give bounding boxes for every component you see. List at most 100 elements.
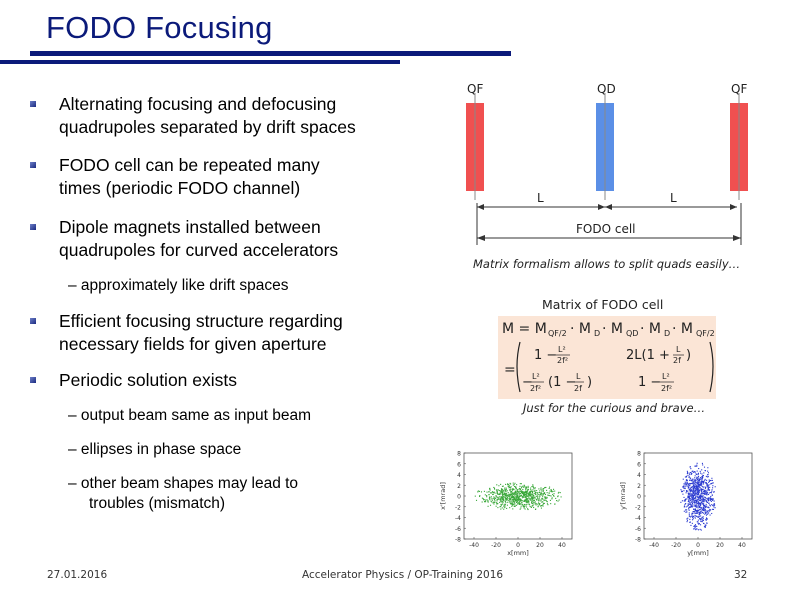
beam-particle — [534, 492, 536, 494]
beam-particle — [704, 493, 706, 496]
beam-particle — [701, 476, 704, 478]
beam-particle — [695, 480, 697, 482]
beam-particle — [505, 488, 508, 490]
beam-particle — [522, 504, 524, 506]
beam-particle — [696, 521, 698, 523]
x-tick-label: 40 — [738, 542, 746, 549]
beam-particle — [542, 498, 544, 500]
beam-particle — [693, 490, 695, 492]
beam-particle — [508, 489, 511, 491]
beam-particle — [508, 496, 510, 498]
beam-particle — [698, 505, 700, 507]
beam-particle — [686, 509, 688, 511]
beam-particle — [525, 504, 527, 506]
beam-particle — [512, 493, 514, 496]
bullet-text: Dipole magnets installed between quadrupo… — [59, 217, 339, 260]
beam-particle — [693, 497, 696, 499]
x-axis-label: x[mm] — [507, 549, 529, 557]
beam-particle — [509, 494, 511, 496]
beam-particle — [700, 490, 702, 492]
beam-particle — [514, 490, 516, 492]
beam-particle — [532, 494, 534, 496]
beam-particle — [533, 499, 535, 502]
beam-particle — [492, 501, 494, 503]
beam-particle — [690, 503, 692, 505]
beam-particle — [514, 491, 516, 493]
beam-particle — [539, 492, 541, 494]
beam-particle — [530, 490, 532, 492]
beam-particle — [711, 504, 713, 506]
beam-particle — [707, 476, 709, 478]
beam-particle — [698, 513, 700, 515]
beam-particle — [492, 497, 494, 499]
beam-particle — [502, 494, 504, 496]
beam-particle — [499, 501, 501, 503]
beam-particle — [701, 489, 703, 491]
beam-particle — [558, 491, 560, 493]
beam-particle — [539, 503, 541, 505]
beam-particle — [512, 495, 514, 497]
beam-particle — [709, 505, 712, 507]
beam-particle — [512, 503, 514, 505]
beam-particle — [552, 493, 554, 496]
sub-bullet-text: – output beam same as input beam — [68, 407, 311, 424]
beam-particle — [683, 490, 685, 492]
beam-particle — [687, 496, 689, 498]
beam-particle — [695, 506, 697, 508]
beam-particle — [514, 497, 516, 499]
beam-particle — [524, 499, 526, 501]
beam-particle — [509, 482, 511, 484]
beam-particle — [527, 508, 529, 511]
beam-particle — [540, 492, 542, 494]
beam-particle — [693, 487, 695, 489]
beam-particle — [526, 497, 528, 499]
beam-particle — [703, 526, 706, 528]
beam-particle — [517, 503, 519, 505]
beam-particle — [696, 487, 698, 489]
beam-particle — [693, 498, 695, 500]
beam-particle — [701, 521, 703, 523]
beam-particle — [491, 498, 493, 500]
beam-particle — [697, 509, 699, 511]
beam-particle — [517, 496, 519, 498]
beam-particle — [530, 494, 532, 496]
beam-particle — [538, 504, 540, 506]
beam-particle — [695, 515, 697, 517]
beam-particle — [542, 489, 545, 491]
beam-particle — [702, 506, 704, 508]
beam-particle — [530, 494, 532, 496]
beam-particle — [503, 508, 505, 510]
beam-particle — [505, 483, 507, 485]
beam-particle — [703, 500, 705, 502]
beam-particle — [700, 518, 702, 520]
beam-particle — [712, 508, 715, 510]
beam-particle — [514, 494, 516, 496]
beam-particle — [692, 512, 694, 514]
beam-particle — [696, 487, 698, 489]
beam-particle — [500, 498, 502, 500]
beam-particle — [505, 498, 507, 500]
beam-particle — [500, 505, 502, 508]
beam-particle — [692, 496, 694, 498]
y-tick-label: -8 — [455, 537, 461, 544]
y-tick-label: -4 — [635, 515, 641, 522]
beam-particle — [707, 489, 709, 491]
beam-particle — [692, 494, 695, 496]
beam-particle — [501, 496, 503, 498]
beam-particle — [705, 503, 707, 505]
beam-particle — [703, 492, 705, 495]
beam-particle — [498, 490, 501, 492]
beam-particle — [516, 494, 519, 496]
beam-particle — [687, 471, 689, 473]
beam-particle — [705, 481, 707, 483]
beam-particle — [500, 500, 502, 502]
beam-particle — [529, 494, 531, 496]
beam-particle — [515, 496, 517, 498]
beam-particle — [526, 493, 528, 495]
beam-particle — [494, 492, 496, 494]
beam-particle — [695, 496, 697, 498]
beam-particle — [703, 496, 705, 498]
svg-text:D: D — [594, 329, 600, 338]
beam-particle — [700, 519, 702, 521]
beam-particle — [697, 507, 699, 509]
